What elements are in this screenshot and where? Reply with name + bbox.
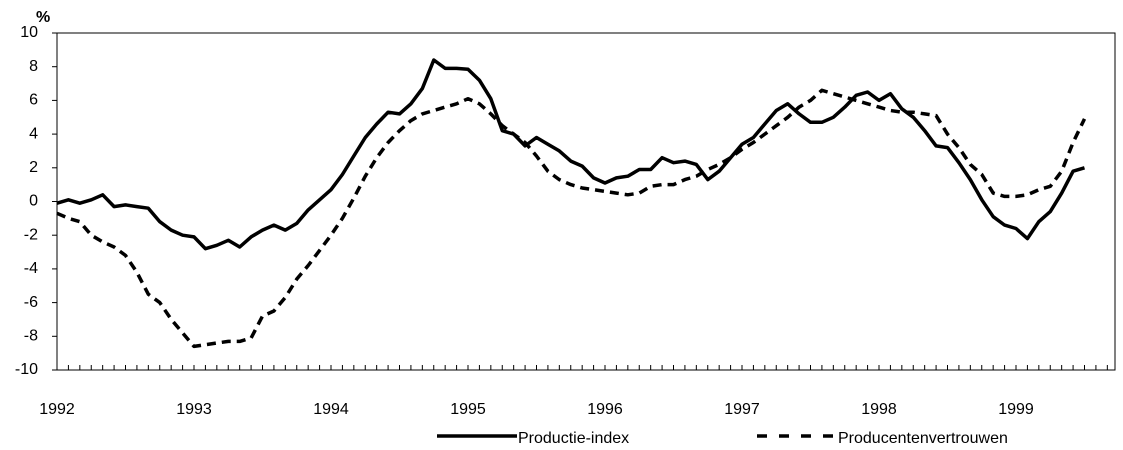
y-tick-label: -10	[15, 361, 38, 378]
plot-frame	[56, 32, 1116, 371]
y-tick-label: -6	[24, 294, 38, 311]
x-tick-label: 1997	[724, 401, 760, 418]
y-tick-label: -2	[24, 226, 38, 243]
x-tick-label: 1992	[39, 401, 75, 418]
y-tick-label: -4	[24, 260, 38, 277]
y-tick-label: -8	[24, 328, 38, 345]
legend-label: Productie-index	[518, 430, 629, 447]
x-tick-label: 1998	[861, 401, 897, 418]
y-tick-label: 8	[29, 58, 38, 75]
y-tick-label: 4	[29, 125, 38, 142]
y-tick-label: 0	[29, 193, 38, 210]
x-tick-label: 1993	[176, 401, 212, 418]
x-tick-label: 1999	[998, 401, 1034, 418]
y-tick-label: 6	[29, 92, 38, 109]
legend-label: Producentenvertrouwen	[838, 430, 1008, 447]
x-tick-label: 1996	[587, 401, 623, 418]
y-tick-label: 2	[29, 159, 38, 176]
series-line	[56, 58, 1086, 251]
x-tick-label: 1994	[313, 401, 349, 418]
series-line	[56, 88, 1087, 349]
x-tick-label: 1995	[450, 401, 486, 418]
y-tick-label: 10	[20, 24, 38, 41]
y-axis-label: %	[36, 9, 50, 26]
